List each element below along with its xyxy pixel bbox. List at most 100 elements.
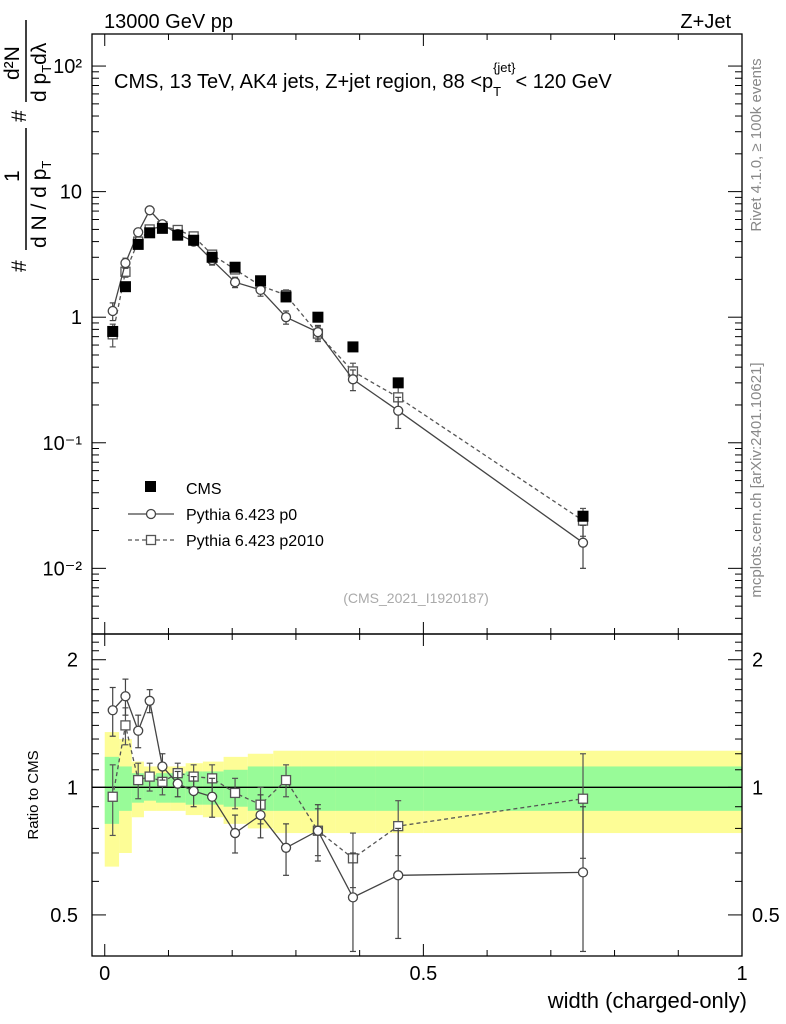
legend-marker-p0 xyxy=(145,508,157,520)
point-1-13 xyxy=(393,405,404,416)
ratio-point-2-0 xyxy=(107,791,118,802)
ratio-panel-data xyxy=(107,678,589,953)
plot-title: CMS, 13 TeV, AK4 jets, Z+jet region, 88 … xyxy=(114,60,612,99)
ratio-point-1-2 xyxy=(133,725,144,736)
ratio-point-2-3 xyxy=(144,771,155,782)
cms-point-8 xyxy=(229,261,241,273)
cms-point-0 xyxy=(107,325,119,337)
ylabel-hash-left: # xyxy=(8,260,31,272)
ratio-point-1-7 xyxy=(206,791,218,802)
main-y-tick-label-3: 10 xyxy=(60,182,82,204)
x-tick-label-1: 0.5 xyxy=(409,963,437,985)
ratio-point-1-10 xyxy=(280,842,292,853)
point-1-8 xyxy=(229,277,241,288)
ratio-point-1-14 xyxy=(577,867,589,878)
ylabel-dN-T-sub: T xyxy=(39,161,54,169)
axes-frames xyxy=(91,33,743,957)
point-1-0 xyxy=(107,305,118,317)
ratio-uncertainty-bands xyxy=(92,732,742,867)
point-1-9 xyxy=(255,284,266,296)
ratio-point-1-13 xyxy=(393,870,404,881)
ratio-point-2-1 xyxy=(120,720,131,731)
header-right-label: Z+Jet xyxy=(680,11,731,33)
ylabel-dpt-dl: d pTdλ xyxy=(28,42,54,102)
legend: CMS Pythia 6.423 p0 Pythia 6.423 p2010 xyxy=(128,481,324,550)
ratio-point-1-5 xyxy=(172,778,183,789)
ylabel-d2N: d²N xyxy=(1,46,24,80)
ratio-point-1-3 xyxy=(144,695,155,706)
ratio-band-inner-12 xyxy=(335,766,376,811)
ratio-y-tick-label-right-1: 1 xyxy=(752,777,763,799)
main-y-tick-label-0: 10⁻² xyxy=(43,558,83,580)
ylabel-one: 1 xyxy=(1,170,24,182)
point-1-10 xyxy=(280,312,292,323)
ratio-y-tick-label-left-1: 1 xyxy=(67,777,78,799)
plot-title-sub: T xyxy=(493,84,501,99)
x-tick-label-0: 0 xyxy=(99,963,110,985)
point-1-1 xyxy=(120,257,131,269)
ratio-point-1-11 xyxy=(312,825,324,836)
main-y-axis-label: # 1 d N / d pT # d²N d pTdλ xyxy=(1,20,54,272)
main-panel-data xyxy=(107,205,589,569)
ratio-band-inner-0 xyxy=(104,756,120,824)
x-axis-label: width (charged-only) xyxy=(547,988,747,1013)
ratio-point-1-0 xyxy=(107,705,118,716)
legend-label-p2010: Pythia 6.423 p2010 xyxy=(186,533,324,550)
ylabel-dpt-T-sub: T xyxy=(39,65,54,73)
cms-point-14 xyxy=(577,510,589,522)
main-y-tick-label-2: 1 xyxy=(71,307,82,329)
point-1-11 xyxy=(312,327,324,338)
plot-title-post: < 120 GeV xyxy=(516,71,613,93)
x-tick-label-2: 1 xyxy=(736,963,747,985)
axis-ticks: 0 0.5 1 10⁻² 10⁻¹ 1 10 10² 0.5 0.5 1 1 2 2 xyxy=(43,34,780,985)
ratio-y-tick-label-left-2: 2 xyxy=(67,650,78,672)
legend-marker-p2010 xyxy=(145,534,157,546)
ratio-point-2-8 xyxy=(229,787,241,799)
cms-point-3 xyxy=(144,227,156,239)
main-y-tick-label-1: 10⁻¹ xyxy=(43,433,83,455)
plot-title-sup: {jet} xyxy=(493,60,516,75)
ratio-y-axis-label: Ratio to CMS xyxy=(25,750,42,839)
point-1-12 xyxy=(347,374,359,385)
analysis-watermark: (CMS_2021_I1920187) xyxy=(343,590,489,606)
ratio-band-inner-11 xyxy=(301,766,336,811)
ratio-y-tick-label-right-0: 0.5 xyxy=(752,905,780,927)
ylabel-dl-text: dλ xyxy=(28,42,51,65)
ratio-point-1-1 xyxy=(120,691,131,702)
ylabel-dN-dpt: d N / d pT xyxy=(28,161,54,248)
ratio-band-inner-1 xyxy=(119,766,132,811)
ratio-point-2-2 xyxy=(133,774,144,786)
ratio-point-1-9 xyxy=(255,809,266,821)
cms-point-12 xyxy=(347,341,359,353)
ylabel-dN-text: d N / d p xyxy=(28,169,51,248)
ratio-band-inner-10 xyxy=(273,766,302,811)
cms-point-13 xyxy=(392,377,404,389)
ratio-point-1-4 xyxy=(157,761,168,772)
header-left-label: 13000 GeV pp xyxy=(104,11,233,33)
ratio-point-2-10 xyxy=(280,774,292,786)
point-1-2 xyxy=(133,227,144,238)
cms-point-7 xyxy=(206,251,218,263)
point-1-3 xyxy=(144,205,155,216)
cms-point-2 xyxy=(132,238,144,250)
legend-label-p0: Pythia 6.423 p0 xyxy=(186,507,297,524)
cms-point-4 xyxy=(156,222,168,234)
ratio-panel-frame xyxy=(91,633,743,957)
ratio-y-tick-label-right-2: 2 xyxy=(752,650,763,672)
ratio-point-1-8 xyxy=(229,827,241,839)
cms-point-6 xyxy=(188,234,200,246)
ratio-point-2-14 xyxy=(577,793,589,804)
main-y-tick-label-4: 10² xyxy=(53,56,82,78)
rivet-version-note: Rivet 4.1.0, ≥ 100k events xyxy=(748,58,765,231)
plot-title-pre: CMS, 13 TeV, AK4 jets, Z+jet region, 88 … xyxy=(114,71,493,93)
cms-point-1 xyxy=(119,281,131,293)
legend-marker-cms xyxy=(145,481,156,492)
mcplots-source-note: mcplots.cern.ch [arXiv:2401.10621] xyxy=(748,362,765,597)
cms-point-5 xyxy=(172,229,184,241)
point-1-14 xyxy=(577,537,589,548)
ylabel-hash-mid: # xyxy=(8,110,31,122)
ratio-band-inner-13 xyxy=(375,766,424,811)
legend-label-cms: CMS xyxy=(186,481,222,498)
cms-point-11 xyxy=(312,311,324,323)
